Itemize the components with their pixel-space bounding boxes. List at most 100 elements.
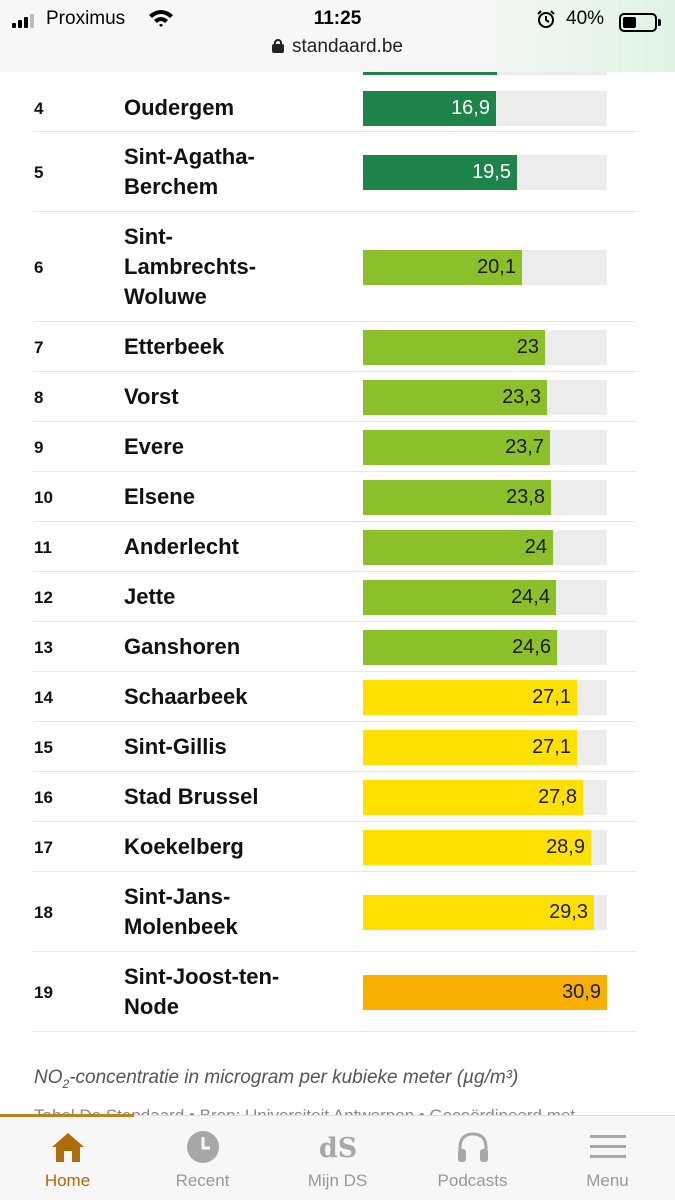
municipality-name: Anderlecht (124, 534, 239, 559)
bar-track: 27,8 (363, 780, 607, 815)
table-row: 8 Vorst 23,3 (33, 372, 636, 422)
municipality-name: Vorst (124, 384, 179, 409)
nav-tab-podcasts[interactable]: Podcasts (405, 1116, 540, 1200)
municipality-name: Stad Brussel (124, 784, 259, 809)
table-row: 10 Elsene 23,8 (33, 472, 636, 522)
municipality-name: Jette (124, 584, 176, 609)
bar-value-label: 16,9 (451, 97, 490, 119)
rank-number: 4 (34, 99, 44, 118)
table-row: 12 Jette 24,4 (33, 572, 636, 622)
municipality-name: Ganshoren (124, 634, 241, 659)
bar-value-label: 29,3 (549, 901, 588, 923)
bar-value-label: 24,4 (511, 586, 550, 608)
table-row: 4 Oudergem 16,9 (33, 84, 636, 132)
nav-tab-label: Podcasts (437, 1171, 508, 1190)
rank-number: 14 (34, 688, 53, 707)
municipality-name: Koekelberg (124, 834, 244, 859)
municipality-name: Sint-Jans-Molenbeek (124, 884, 238, 939)
url-bar[interactable]: standaard.be (0, 36, 675, 58)
no2-bar: 29,3 (363, 895, 594, 930)
headphones-icon (458, 1132, 488, 1162)
bar-track: 30,9 (363, 975, 607, 1010)
bar-value-label: 23 (516, 336, 539, 358)
no2-bar: 24,6 (363, 630, 557, 665)
bar-value-label: 24,6 (512, 636, 551, 658)
rank-number: 16 (34, 788, 53, 807)
bar-track: 23,8 (363, 480, 607, 515)
rank-number: 9 (34, 438, 44, 457)
bar-value-label: 24 (524, 536, 547, 558)
no2-bar: 27,1 (363, 730, 577, 765)
lock-icon (272, 39, 285, 53)
cell-signal-icon (12, 12, 38, 28)
table-row: 11 Anderlecht 24 (33, 522, 636, 572)
table-row: 6 Sint-Lambrechts-Woluwe 20,1 (33, 212, 636, 322)
clock-icon (187, 1131, 219, 1163)
table-row: 9 Evere 23,7 (33, 422, 636, 472)
table-row: 16 Stad Brussel 27,8 (33, 772, 636, 822)
no2-bar: 24 (363, 530, 553, 565)
rank-number: 19 (34, 983, 53, 1002)
municipality-name: Etterbeek (124, 334, 225, 359)
bar-track: 24,4 (363, 580, 607, 615)
table-row: 5 Sint-Agatha-Berchem 19,5 (33, 132, 636, 212)
no2-bar: 23,3 (363, 380, 547, 415)
no2-bar: 24,4 (363, 580, 556, 615)
bar-track: 23,7 (363, 430, 607, 465)
nav-tab-mijn-ds[interactable]: dS Mijn DS (270, 1116, 405, 1200)
alarm-icon (537, 10, 555, 28)
bar-track: 29,3 (363, 895, 607, 930)
rank-number: 13 (34, 638, 53, 657)
bar-value-label: 23,7 (505, 436, 544, 458)
rank-number: 11 (34, 538, 52, 557)
nav-tab-label: Recent (175, 1171, 230, 1190)
ds-logo-icon: dS (320, 1133, 356, 1164)
menu-icon (590, 1135, 626, 1158)
no2-bar: 23,7 (363, 430, 550, 465)
rank-number: 12 (34, 588, 53, 607)
no2-bar: 27,1 (363, 680, 577, 715)
bar-track: 24 (363, 530, 607, 565)
rank-number: 5 (34, 163, 44, 182)
browser-status-bar: Proximus 11:25 40% standaard.be (0, 0, 675, 72)
municipality-name: Sint-Gillis (124, 734, 227, 759)
table-row: 19 Sint-Joost-ten-Node 30,9 (33, 952, 636, 1032)
no2-bar: 28,9 (363, 830, 591, 865)
rank-number: 7 (34, 338, 44, 357)
rank-number: 10 (34, 488, 53, 507)
bar-value-label: 27,1 (532, 736, 571, 758)
battery-percentage: 40% (566, 8, 605, 29)
nav-tab-label: Mijn DS (307, 1171, 368, 1190)
nav-tab-home[interactable]: Home (0, 1116, 135, 1200)
bar-track: 20,1 (363, 250, 607, 285)
no2-bar: 19,5 (363, 155, 517, 190)
table-caption: NO2-concentratie in microgram per kubiek… (34, 1067, 519, 1091)
table-row: 17 Koekelberg 28,9 (33, 822, 636, 872)
no2-bar: 27,8 (363, 780, 583, 815)
table-row: 7 Etterbeek 23 (33, 322, 636, 372)
page-load-progress (470, 0, 675, 72)
rank-number: 15 (34, 738, 53, 757)
rank-number: 18 (34, 903, 53, 922)
no2-bar: 20,1 (363, 250, 522, 285)
bottom-navigation: Home Recent dS Mijn DS Podcasts Menu (0, 1114, 675, 1200)
table-row: 13 Ganshoren 24,6 (33, 622, 636, 672)
municipality-name: Sint-Agatha-Berchem (124, 144, 255, 199)
table-source: Tabel De Standaard • Bron: Universiteit … (34, 1106, 576, 1116)
no2-bar: 23 (363, 330, 545, 365)
municipality-name: Evere (124, 434, 184, 459)
nav-tab-label: Home (44, 1171, 91, 1190)
municipality-name: Schaarbeek (124, 684, 248, 709)
bar-track: 23 (363, 330, 607, 365)
nav-tab-recent[interactable]: Recent (135, 1116, 270, 1200)
municipality-name: Oudergem (124, 95, 235, 120)
svg-text:dS: dS (320, 1133, 356, 1164)
bar-track: 28,9 (363, 830, 607, 865)
bar-value-label: 20,1 (477, 256, 516, 278)
nav-tab-menu[interactable]: Menu (540, 1116, 675, 1200)
no2-bar: 23,8 (363, 480, 551, 515)
bar-value-label: 23,8 (506, 486, 545, 508)
municipality-name: Sint-Joost-ten-Node (124, 964, 280, 1019)
table-row: 18 Sint-Jans-Molenbeek 29,3 (33, 872, 636, 952)
carrier-name: Proximus (46, 8, 126, 29)
